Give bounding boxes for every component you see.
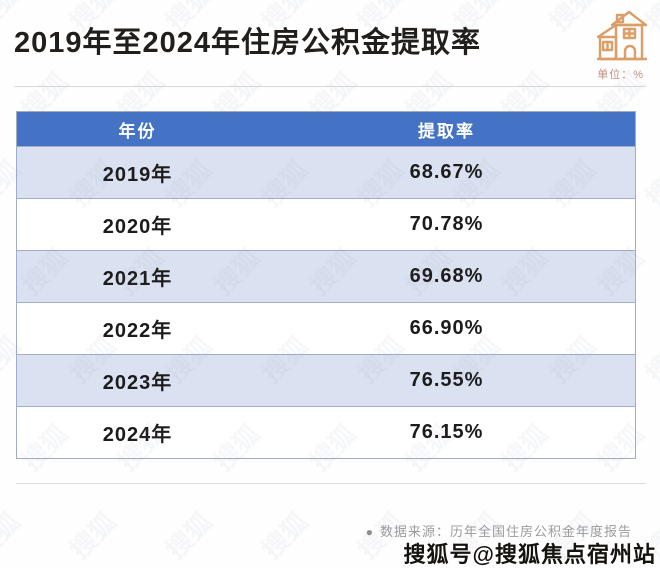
footer-divider: [16, 483, 646, 484]
table-row: 2024年 76.15%: [17, 406, 635, 458]
rate-cell: 69.68%: [409, 265, 484, 287]
rate-cell: 70.78%: [409, 213, 484, 235]
rate-cell: 68.67%: [409, 161, 484, 183]
table-row: 2019年 68.67%: [17, 146, 635, 198]
year-cell: 2020年: [102, 216, 173, 238]
year-cell: 2019年: [102, 164, 173, 186]
rate-cell: 66.90%: [409, 317, 484, 339]
data-source-text: 数据来源：历年全国住房公积金年度报告: [379, 524, 632, 539]
rate-cell: 76.55%: [409, 369, 484, 391]
table-row: 2022年 66.90%: [17, 302, 635, 354]
header-divider: [14, 86, 646, 87]
year-cell: 2023年: [102, 372, 173, 394]
rate-cell: 76.15%: [409, 421, 484, 443]
withdrawal-rate-table: 年份 提取率 2019年 68.67% 2020年 70.78% 2021年 6…: [16, 111, 636, 459]
table-row: 2021年 69.68%: [17, 250, 635, 302]
table-row: 2020年 70.78%: [17, 198, 635, 250]
sohu-account-watermark: 搜狐号@搜狐焦点宿州站: [403, 542, 656, 567]
year-cell: 2022年: [102, 320, 173, 342]
table-row: 2023年 76.55%: [17, 354, 635, 406]
year-column-header: 年份: [118, 121, 157, 141]
bullet-icon: ●: [365, 525, 374, 539]
year-cell: 2024年: [102, 424, 173, 446]
data-source: ● 数据来源：历年全国住房公积金年度报告: [366, 521, 632, 540]
year-cell: 2021年: [102, 268, 173, 290]
page-title: 2019年至2024年住房公积金提取率: [14, 27, 482, 59]
rate-column-header: 提取率: [418, 121, 475, 141]
unit-label: 单位：%: [597, 69, 644, 81]
house-icon: [596, 9, 648, 68]
table-header-row: 年份 提取率: [17, 112, 635, 146]
